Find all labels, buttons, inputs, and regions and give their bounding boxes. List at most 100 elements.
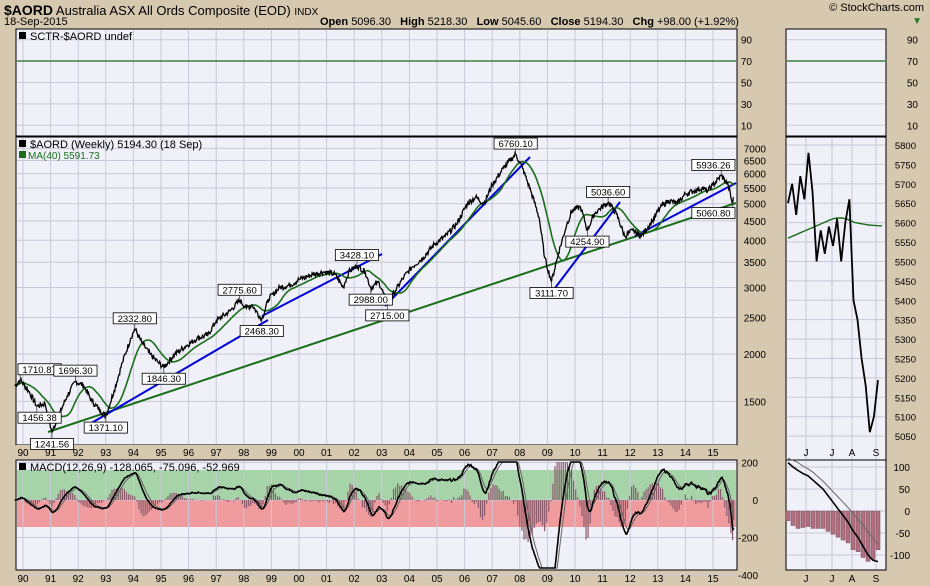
sctr-tick-label: 70 — [741, 57, 753, 68]
zoom-macd-hist-bar — [790, 510, 796, 526]
x-tick-label: 96 — [183, 574, 195, 585]
x-tick-label: 95 — [155, 574, 167, 585]
x-axis-top: 90 91 92 93 94 95 96 97 98 99 00 01 02 03 04 05 06 07 08 09… — [17, 448, 719, 459]
open-value: 5096.30 — [351, 16, 391, 28]
x-axis-bottom: 90 91 92 93 94 95 96 97 98 99 00 01 02 03 04 05 06 07 08 09… — [17, 574, 719, 585]
x-tick-label: 98 — [238, 448, 250, 459]
x-tick-label: 00 — [293, 574, 305, 585]
x-tick-label: 99 — [266, 448, 278, 459]
x-tick-label: 02 — [349, 574, 361, 585]
zoom-y-tick-label: 5350 — [895, 316, 916, 327]
x-tick-label: 08 — [514, 448, 526, 459]
ma-label: MA(40) 5591.73 — [28, 151, 100, 162]
x-tick-label: 95 — [155, 448, 167, 459]
annotation-label: 2715.00 — [370, 311, 404, 322]
zoom-y-tick-label: 5650 — [895, 199, 916, 210]
x-tick-label: 06 — [459, 448, 471, 459]
zoom-macd-hist-bar — [825, 510, 831, 532]
annotation-box — [565, 235, 610, 248]
macd-tick-label: 200 — [741, 459, 758, 470]
zoom-sctr-tick-label: 90 — [907, 36, 919, 47]
zoom-macd-hist-bar — [875, 510, 881, 550]
high-value: 5218.30 — [427, 16, 468, 28]
x-tick-label: 03 — [376, 574, 388, 585]
x-tick-label: 09 — [542, 574, 554, 585]
annotation-label: 5036.60 — [591, 187, 625, 198]
x-tick-label: 92 — [73, 448, 85, 459]
zoom-y-tick-label: 5250 — [895, 354, 916, 365]
zoom-y-tick-label: 5300 — [895, 335, 916, 346]
x-tick-label: 98 — [238, 574, 250, 585]
price-y-tick-label: 2500 — [744, 313, 767, 324]
x-tick-label: 15 — [707, 574, 719, 585]
zoom-macd-tick-label: 50 — [899, 485, 911, 496]
annotation-box — [586, 186, 631, 198]
x-tick-label: 96 — [183, 448, 195, 459]
annotation-box — [29, 438, 74, 450]
zoom-sctr-tick-label: 30 — [907, 100, 919, 111]
price-y-tick-label: 2000 — [744, 350, 767, 361]
triangle-down-icon[interactable]: ▼ — [912, 16, 922, 27]
zoom-x-tick-label: J — [804, 574, 809, 585]
x-tick-label: 14 — [680, 448, 692, 459]
x-tick-label: 99 — [266, 574, 278, 585]
price-annotations: 1710.87 1456.38 1241.56 1696.30 1371.10 2332.… — [17, 137, 736, 450]
x-tick-label: 91 — [45, 448, 57, 459]
zoom-y-tick-label: 5700 — [895, 180, 916, 191]
zoom-macd-hist-bar — [800, 510, 806, 528]
zoom-macd-signal — [787, 457, 879, 545]
zoom-ma-line — [787, 217, 883, 239]
x-tick-label: 05 — [431, 574, 443, 585]
price-y-ticks: 7000 6500 6000 5500 5000 4500 4000 3500 3000 2500… — [744, 144, 767, 408]
stockcharts-credit[interactable]: © StockCharts.com — [829, 2, 924, 14]
annotation-label: 2332.80 — [118, 314, 152, 325]
zoom-macd-hist-bar — [865, 510, 871, 562]
zoom-y-tick-label: 5550 — [895, 238, 916, 249]
x-tick-label: 90 — [17, 448, 29, 459]
macd-tick-label: -400 — [738, 571, 758, 582]
zoom-y-tick-label: 5600 — [895, 219, 916, 230]
x-tick-label: 07 — [487, 448, 499, 459]
x-tick-label: 12 — [625, 574, 637, 585]
zoom-macd-hist-bar — [820, 510, 826, 529]
zoom-y-tick-label: 5500 — [895, 257, 916, 268]
price-y-tick-label: 6500 — [744, 157, 767, 168]
zoom-y-tick-label: 5200 — [895, 374, 916, 385]
chart-date: 18-Sep-2015 — [4, 16, 68, 28]
zoom-y-tick-label: 5100 — [895, 413, 916, 424]
zoom-sctr-tick-label: 70 — [907, 57, 919, 68]
zoom-macd-tick-label: -100 — [890, 551, 910, 562]
price-y-tick-label: 3500 — [744, 258, 767, 269]
annotation-box — [83, 421, 128, 434]
annotation-label: 1241.56 — [35, 439, 69, 450]
zoom-y-tick-label: 5450 — [895, 277, 916, 288]
zoom-y-tick-label: 5800 — [895, 141, 916, 152]
zoom-price-line — [787, 152, 879, 433]
zoom-macd-hist-bar — [830, 510, 836, 535]
macd-neg-zone — [17, 500, 736, 527]
macd-tick-label: -200 — [738, 534, 758, 545]
zoom-price-panel — [785, 136, 887, 461]
zoom-macd-tick-label: 100 — [893, 463, 910, 474]
zoom-macd-line — [787, 461, 879, 563]
annotation-label: 5060.80 — [696, 209, 730, 220]
change-value: +98.00 (+1.92%) — [657, 16, 739, 28]
x-tick-label: 13 — [652, 448, 664, 459]
price-legend-swatch — [19, 140, 26, 147]
annotation-label: 1846.30 — [147, 374, 181, 385]
low-value: 5045.60 — [501, 16, 542, 28]
x-tick-label: 00 — [293, 448, 305, 459]
zoom-sctr-tick-label: 50 — [907, 79, 919, 90]
zoom-macd-tick-label: -50 — [896, 529, 911, 540]
price-y-tick-label: 3000 — [744, 284, 767, 295]
zoom-macd-hist-bar — [785, 510, 791, 521]
price-y-tick-label: 1500 — [744, 397, 767, 408]
x-tick-label: 14 — [680, 574, 692, 585]
zoom-macd-ticks: 100 50 0 -50 -100 — [890, 463, 910, 562]
zoom-macd-hist-bar — [805, 510, 811, 527]
annotation-label: 5936.26 — [696, 160, 730, 171]
price-label: $AORD (Weekly) 5194.30 (18 Sep) — [30, 139, 202, 151]
